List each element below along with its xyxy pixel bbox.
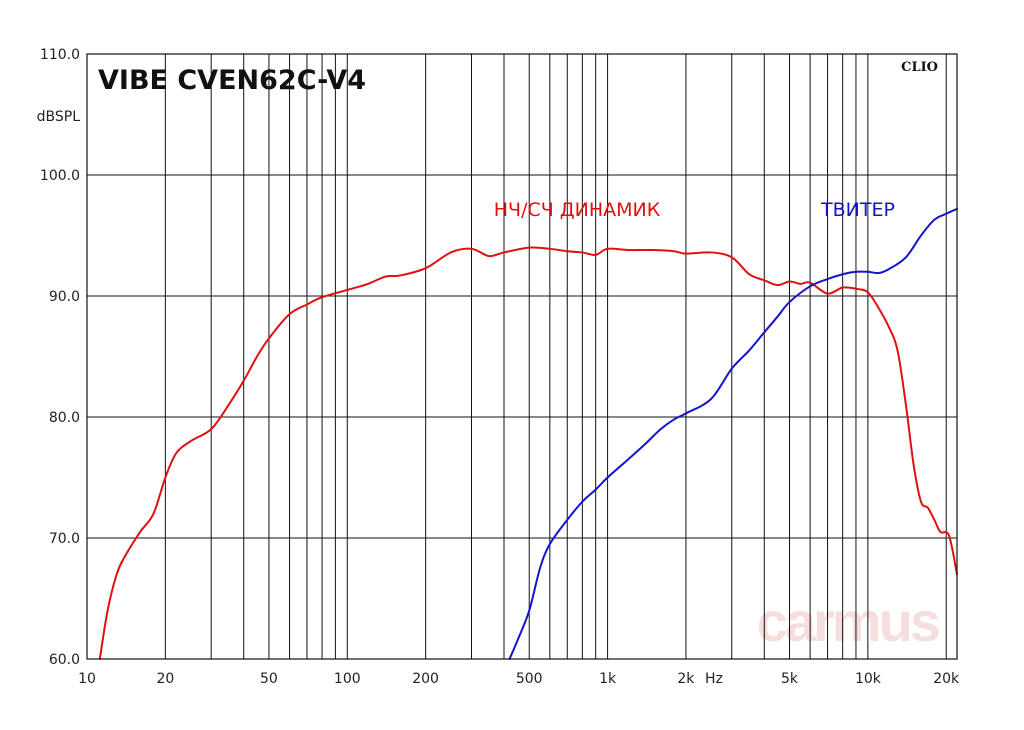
series-label-woofer: НЧ/СЧ ДИНАМИК [494,199,661,221]
y-tick-label: 70.0 [49,531,80,547]
x-axis-unit: Hz [705,671,723,687]
plot-frame [86,53,958,660]
x-tick-label: 20 [156,671,174,687]
y-tick-label: 90.0 [49,289,80,305]
x-tick-label: 10k [855,671,882,687]
series-line-tweeter [508,207,958,660]
watermark-logo: carmus [757,590,939,653]
x-tick-label: 20k [933,671,960,687]
grid [87,54,957,659]
x-tick-label: 2k [677,671,695,687]
y-tick-label: 100.0 [40,168,80,184]
y-tick-label: 80.0 [49,410,80,426]
x-tick-label: 100 [334,671,361,687]
x-tick-label: 10 [78,671,96,687]
x-tick-label: 50 [260,671,278,687]
y-tick-labels: 60.0 70.0 80.0 90.0 100.0 110.0 [40,47,80,668]
series-label-tweeter: ТВИТЕР [820,199,895,221]
series-group [98,207,958,660]
y-tick-label: 110.0 [40,47,80,63]
x-tick-label: 500 [516,671,543,687]
x-tick-label: 5k [781,671,799,687]
x-tick-label: 1k [599,671,617,687]
x-tick-label: 200 [412,671,439,687]
y-tick-label: 60.0 [49,652,80,668]
x-tick-labels: 10 20 50 100 200 500 1k 2k 5k 10k 20k [78,671,960,687]
series-line-woofer [98,246,958,660]
brand-label: CLIO [901,60,938,75]
y-axis-label: dBSPL [37,109,81,125]
chart-title: VIBE CVEN62C-V4 [98,65,366,96]
